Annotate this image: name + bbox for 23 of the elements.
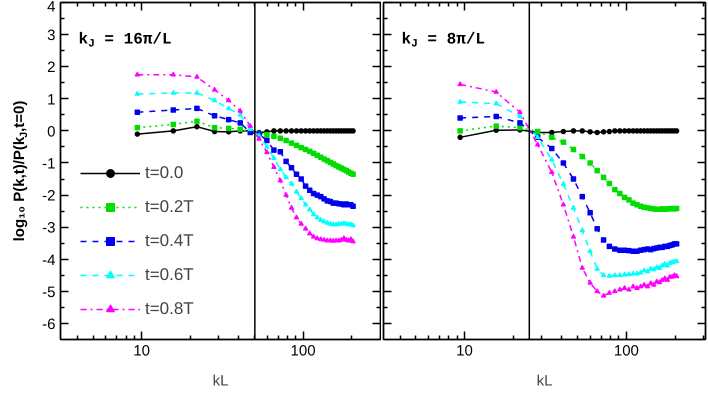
legend-label: t=0.4T: [145, 231, 194, 251]
x-axis-title: kL: [536, 372, 552, 390]
y-tick-label: 4: [47, 0, 56, 16]
y-tick-label: 0: [47, 123, 56, 140]
x-tick-label: 10: [133, 342, 150, 360]
x-axis-title: kL: [212, 372, 228, 390]
y-tick-label: 1: [47, 91, 56, 108]
y-tick-label: -5: [42, 284, 56, 301]
legend-label: t=0.6T: [145, 265, 194, 285]
y-tick-label: -6: [42, 316, 56, 333]
y-axis-title: log₁₀ P(k,t)/P(kJ,t=0): [11, 100, 30, 242]
x-tick-label: 100: [290, 342, 316, 360]
y-tick-label: -2: [42, 188, 56, 205]
y-tick-label: -3: [42, 220, 56, 237]
legend-label: t=0.0: [145, 163, 184, 183]
y-tick-label: 2: [47, 59, 56, 76]
y-tick-label: 3: [47, 27, 56, 44]
y-tick-label: -1: [42, 155, 56, 172]
legend-label: t=0.2T: [145, 197, 194, 217]
legend-label: t=0.8T: [145, 299, 194, 319]
x-tick-label: 10: [456, 342, 473, 360]
y-tick-label: -4: [42, 252, 56, 269]
x-tick-label: 100: [614, 342, 639, 360]
